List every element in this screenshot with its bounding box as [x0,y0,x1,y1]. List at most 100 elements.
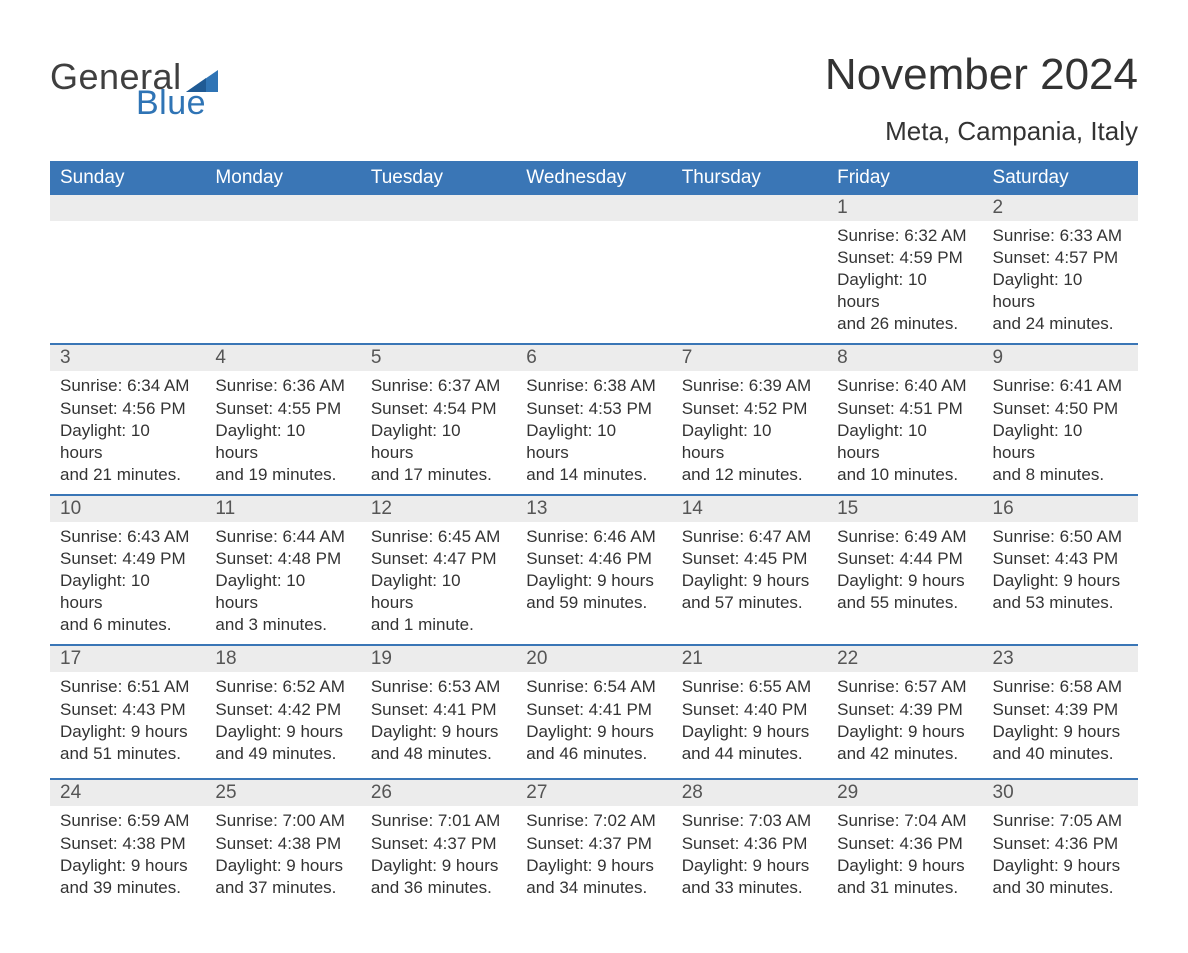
title-block: November 2024 Meta, Campania, Italy [825,50,1138,147]
day-number: 28 [672,780,827,806]
day-details: Sunrise: 7:02 AMSunset: 4:37 PMDaylight:… [516,806,671,906]
day-cell: 28Sunrise: 7:03 AMSunset: 4:36 PMDayligh… [672,779,827,913]
day-number: 10 [50,496,205,522]
day-sunset: Sunset: 4:41 PM [371,699,506,721]
day-cell: 21Sunrise: 6:55 AMSunset: 4:40 PMDayligh… [672,645,827,779]
day-daylight1: Daylight: 9 hours [682,721,817,743]
empty-day-band [205,195,360,221]
day-sunrise: Sunrise: 7:02 AM [526,810,661,832]
day-cell: 13Sunrise: 6:46 AMSunset: 4:46 PMDayligh… [516,495,671,645]
day-cell: 10Sunrise: 6:43 AMSunset: 4:49 PMDayligh… [50,495,205,645]
day-cell [516,195,671,344]
day-number: 16 [983,496,1138,522]
day-daylight2: and 1 minute. [371,614,506,636]
day-details: Sunrise: 6:34 AMSunset: 4:56 PMDaylight:… [50,371,205,493]
day-daylight2: and 48 minutes. [371,743,506,765]
day-sunrise: Sunrise: 7:01 AM [371,810,506,832]
day-sunrise: Sunrise: 6:52 AM [215,676,350,698]
day-sunrise: Sunrise: 6:50 AM [993,526,1128,548]
day-sunrise: Sunrise: 6:46 AM [526,526,661,548]
calendar-header-row: SundayMondayTuesdayWednesdayThursdayFrid… [50,161,1138,195]
day-sunset: Sunset: 4:37 PM [526,833,661,855]
day-daylight1: Daylight: 10 hours [837,269,972,313]
day-details: Sunrise: 6:47 AMSunset: 4:45 PMDaylight:… [672,522,827,622]
month-title: November 2024 [825,50,1138,100]
day-number: 15 [827,496,982,522]
day-sunset: Sunset: 4:40 PM [682,699,817,721]
day-cell: 29Sunrise: 7:04 AMSunset: 4:36 PMDayligh… [827,779,982,913]
weekday-header: Monday [205,161,360,195]
day-sunset: Sunset: 4:50 PM [993,398,1128,420]
day-sunset: Sunset: 4:36 PM [993,833,1128,855]
day-details: Sunrise: 6:53 AMSunset: 4:41 PMDaylight:… [361,672,516,772]
day-daylight2: and 21 minutes. [60,464,195,486]
day-daylight1: Daylight: 9 hours [837,721,972,743]
day-sunrise: Sunrise: 6:53 AM [371,676,506,698]
day-details: Sunrise: 6:38 AMSunset: 4:53 PMDaylight:… [516,371,671,493]
day-number: 25 [205,780,360,806]
empty-day-band [516,195,671,221]
day-number: 3 [50,345,205,371]
day-number: 23 [983,646,1138,672]
day-sunrise: Sunrise: 6:55 AM [682,676,817,698]
day-number: 14 [672,496,827,522]
day-daylight2: and 57 minutes. [682,592,817,614]
day-daylight1: Daylight: 9 hours [993,570,1128,592]
day-number: 5 [361,345,516,371]
day-number: 22 [827,646,982,672]
day-sunset: Sunset: 4:46 PM [526,548,661,570]
day-daylight2: and 24 minutes. [993,313,1128,335]
day-sunrise: Sunrise: 6:44 AM [215,526,350,548]
day-cell: 12Sunrise: 6:45 AMSunset: 4:47 PMDayligh… [361,495,516,645]
day-sunrise: Sunrise: 6:45 AM [371,526,506,548]
day-sunset: Sunset: 4:36 PM [837,833,972,855]
day-daylight1: Daylight: 9 hours [993,721,1128,743]
calendar-table: SundayMondayTuesdayWednesdayThursdayFrid… [50,161,1138,913]
day-sunrise: Sunrise: 6:40 AM [837,375,972,397]
day-number: 29 [827,780,982,806]
day-details: Sunrise: 6:51 AMSunset: 4:43 PMDaylight:… [50,672,205,772]
day-cell: 30Sunrise: 7:05 AMSunset: 4:36 PMDayligh… [983,779,1138,913]
day-details: Sunrise: 6:43 AMSunset: 4:49 PMDaylight:… [50,522,205,644]
logo-word-blue: Blue [136,84,218,123]
day-daylight1: Daylight: 9 hours [526,721,661,743]
weekday-header: Wednesday [516,161,671,195]
day-sunrise: Sunrise: 6:54 AM [526,676,661,698]
day-sunrise: Sunrise: 6:34 AM [60,375,195,397]
day-number: 24 [50,780,205,806]
day-daylight1: Daylight: 10 hours [371,570,506,614]
day-cell: 2Sunrise: 6:33 AMSunset: 4:57 PMDaylight… [983,195,1138,344]
day-cell: 14Sunrise: 6:47 AMSunset: 4:45 PMDayligh… [672,495,827,645]
empty-day-band [672,195,827,221]
weekday-header: Sunday [50,161,205,195]
day-details: Sunrise: 6:45 AMSunset: 4:47 PMDaylight:… [361,522,516,644]
day-details: Sunrise: 6:50 AMSunset: 4:43 PMDaylight:… [983,522,1138,622]
day-number: 18 [205,646,360,672]
day-daylight2: and 17 minutes. [371,464,506,486]
day-cell: 27Sunrise: 7:02 AMSunset: 4:37 PMDayligh… [516,779,671,913]
day-sunset: Sunset: 4:43 PM [60,699,195,721]
day-sunset: Sunset: 4:47 PM [371,548,506,570]
week-row: 1Sunrise: 6:32 AMSunset: 4:59 PMDaylight… [50,195,1138,344]
day-daylight1: Daylight: 10 hours [60,570,195,614]
day-cell: 26Sunrise: 7:01 AMSunset: 4:37 PMDayligh… [361,779,516,913]
weekday-header: Thursday [672,161,827,195]
header: General Blue November 2024 Meta, Campani… [50,50,1138,147]
day-cell: 7Sunrise: 6:39 AMSunset: 4:52 PMDaylight… [672,344,827,494]
day-cell [361,195,516,344]
day-sunrise: Sunrise: 7:04 AM [837,810,972,832]
day-daylight2: and 12 minutes. [682,464,817,486]
day-sunrise: Sunrise: 6:59 AM [60,810,195,832]
day-sunset: Sunset: 4:53 PM [526,398,661,420]
day-cell: 6Sunrise: 6:38 AMSunset: 4:53 PMDaylight… [516,344,671,494]
day-sunset: Sunset: 4:45 PM [682,548,817,570]
day-cell [205,195,360,344]
day-daylight2: and 34 minutes. [526,877,661,899]
day-daylight1: Daylight: 9 hours [993,855,1128,877]
day-sunrise: Sunrise: 6:32 AM [837,225,972,247]
day-daylight2: and 51 minutes. [60,743,195,765]
day-number: 4 [205,345,360,371]
day-number: 20 [516,646,671,672]
empty-day-band [50,195,205,221]
day-details: Sunrise: 6:37 AMSunset: 4:54 PMDaylight:… [361,371,516,493]
